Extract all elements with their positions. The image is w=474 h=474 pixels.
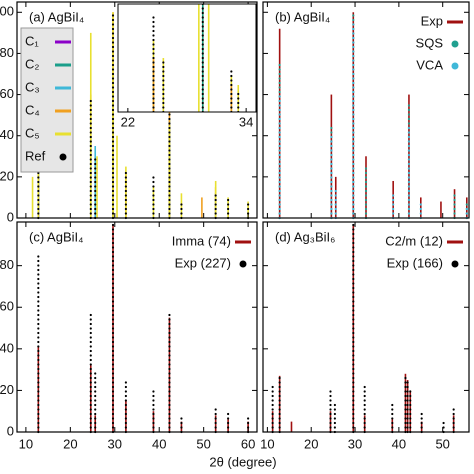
y-tick-label: 80 <box>0 257 14 272</box>
x-tick-label: 30 <box>348 436 362 451</box>
panel-title: (b) AgBiI₄ <box>275 9 330 24</box>
legend-label: Exp (166) <box>387 255 443 270</box>
legend-label: C₅ <box>25 125 40 140</box>
x-tick-label: 10 <box>19 436 33 451</box>
legend-label: SQS <box>416 35 444 50</box>
inset-plot <box>152 4 240 112</box>
plot-frame <box>16 221 258 433</box>
inset-x-tick-label: 34 <box>239 114 253 129</box>
x-axis-label: 2θ (degree) <box>209 454 276 469</box>
legend-swatch <box>59 153 67 161</box>
y-tick-label: 40 <box>0 127 14 142</box>
y-tick-label: 80 <box>0 45 14 60</box>
legend-swatch <box>451 40 459 48</box>
legend-label: C2/m (12) <box>385 233 443 248</box>
legend-label: C₁ <box>25 33 39 48</box>
y-tick-label: 40 <box>0 340 14 355</box>
panel-title: (a) AgBiI₄ <box>29 9 84 24</box>
x-tick-label: 60 <box>241 436 255 451</box>
legend-label: Ref <box>25 148 46 163</box>
y-tick-label: 60 <box>0 86 14 101</box>
panel-title: (d) Ag₃BiI₆ <box>275 229 335 244</box>
y-tick-label: 100 <box>0 4 14 19</box>
legend-label: C₃ <box>25 79 40 94</box>
plot-frame <box>262 1 470 219</box>
legend-label: Imma (74) <box>172 233 231 248</box>
y-tick-label: 60 <box>0 299 14 314</box>
legend-label: C₄ <box>25 102 40 117</box>
y-tick-label: 20 <box>0 168 14 183</box>
x-tick-label: 20 <box>63 436 77 451</box>
legend-box <box>20 27 74 173</box>
x-tick-label: 40 <box>152 436 166 451</box>
legend-label: C₂ <box>25 56 39 71</box>
plot-frame <box>16 1 258 219</box>
legend-swatch <box>451 260 459 268</box>
panel-title: (c) AgBiI₄ <box>29 229 83 244</box>
y-tick-label: 0 <box>7 423 14 438</box>
x-tick-label: 40 <box>392 436 406 451</box>
legend-swatch <box>451 62 459 70</box>
x-tick-label: 50 <box>435 436 449 451</box>
x-tick-label: 20 <box>304 436 318 451</box>
x-tick-label: 50 <box>196 436 210 451</box>
x-tick-label: 30 <box>108 436 122 451</box>
y-tick-label: 20 <box>0 382 14 397</box>
y-tick-label: 0 <box>7 209 14 224</box>
legend-label: Exp (227) <box>175 255 231 270</box>
legend-label: VCA <box>416 57 443 72</box>
legend-swatch <box>239 260 247 268</box>
x-tick-label: 10 <box>260 436 274 451</box>
plot-frame <box>262 221 470 433</box>
inset-x-tick-label: 22 <box>121 114 135 129</box>
inset-frame <box>117 3 257 113</box>
legend-label: Exp <box>421 13 443 28</box>
inset-background <box>118 4 256 112</box>
